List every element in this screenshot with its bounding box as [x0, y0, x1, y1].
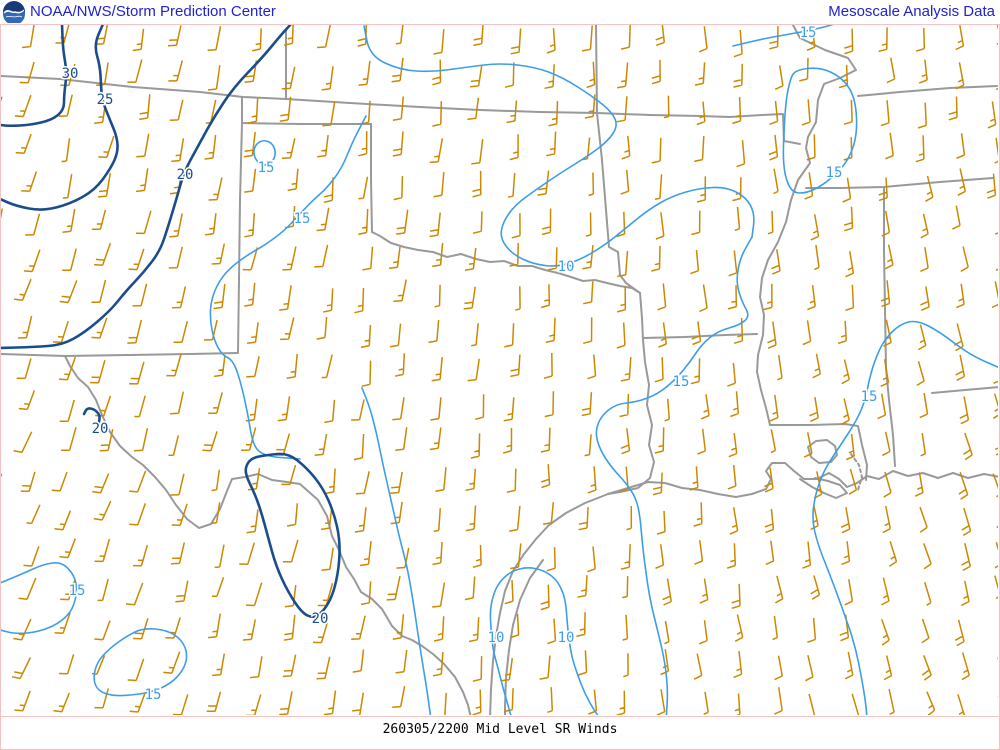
contour-dark-20: [1, 25, 292, 350]
state-border: [799, 477, 848, 499]
contour-light-15: [595, 236, 753, 715]
contour-light-15: [209, 115, 367, 460]
state-border: [857, 85, 998, 97]
contour-light-15: [1, 562, 78, 635]
state-border: [595, 25, 598, 114]
contour-light-15: [253, 139, 276, 166]
contour-label-15: 15: [673, 374, 690, 390]
contour-label-30: 30: [62, 66, 79, 82]
contours-dark-layer: [1, 25, 341, 618]
state-border: [64, 355, 472, 715]
wind-barbs-layer: [1, 25, 998, 715]
state-border: [931, 386, 998, 394]
state-border: [850, 453, 863, 491]
contour-light-15: [732, 25, 834, 47]
contour-label-15: 15: [69, 583, 86, 599]
state-border: [756, 25, 857, 426]
contour-dark-30: [1, 25, 68, 128]
contour-dark-20: [82, 407, 101, 424]
contour-label-15: 15: [826, 165, 843, 181]
contour-label-15: 15: [861, 389, 878, 405]
contour-label-10: 10: [488, 630, 505, 646]
state-border: [607, 462, 998, 498]
header-right-title: Mesoscale Analysis Data: [828, 3, 995, 20]
state-borders-layer: [1, 25, 998, 715]
contour-label-15: 15: [800, 25, 817, 41]
contour-label-15: 15: [258, 160, 275, 176]
contour-light-15: [812, 320, 998, 715]
contour-label-15: 15: [294, 211, 311, 227]
state-border: [1, 352, 239, 357]
state-border: [371, 231, 641, 294]
contour-light-15: [361, 387, 432, 715]
state-border: [807, 439, 838, 464]
state-border: [370, 123, 373, 233]
contour-dark-20: [244, 452, 341, 618]
contour-label-20: 20: [312, 611, 329, 627]
contour-label-20: 20: [92, 421, 109, 437]
state-border: [237, 96, 243, 353]
state-border: [607, 339, 655, 495]
contour-label-25: 25: [97, 92, 114, 108]
contour-label-10: 10: [558, 259, 575, 275]
contour-label-10: 10: [558, 630, 575, 646]
contour-label-20: 20: [177, 167, 194, 183]
contour-label-15: 15: [145, 687, 162, 703]
contour-dark-25: [1, 25, 119, 211]
page-header: NOAA/NWS/Storm Prediction Center Mesosca…: [0, 0, 1000, 25]
header-left-title: NOAA/NWS/Storm Prediction Center: [30, 3, 276, 20]
noaa-logo-icon: [3, 1, 25, 25]
wind-barbs: [1, 25, 998, 715]
state-border: [1, 75, 598, 114]
contour-light-15: [782, 67, 858, 194]
contour-light-10: [489, 567, 599, 715]
contour-light-10: [363, 25, 755, 267]
state-border: [769, 423, 868, 481]
contour-labels-layer: 30 25 20 20 20 15 15 10 15 15 15 15 10 10 15 15: [60, 24, 879, 705]
state-border: [241, 122, 372, 125]
state-border: [596, 112, 641, 294]
map-caption: 260305/2200 Mid Level SR Winds: [382, 722, 618, 737]
contours-light-layer: [1, 25, 998, 715]
state-border: [639, 292, 644, 341]
state-border: [642, 333, 758, 339]
contour-light-15: [93, 628, 188, 697]
state-border: [504, 559, 544, 715]
